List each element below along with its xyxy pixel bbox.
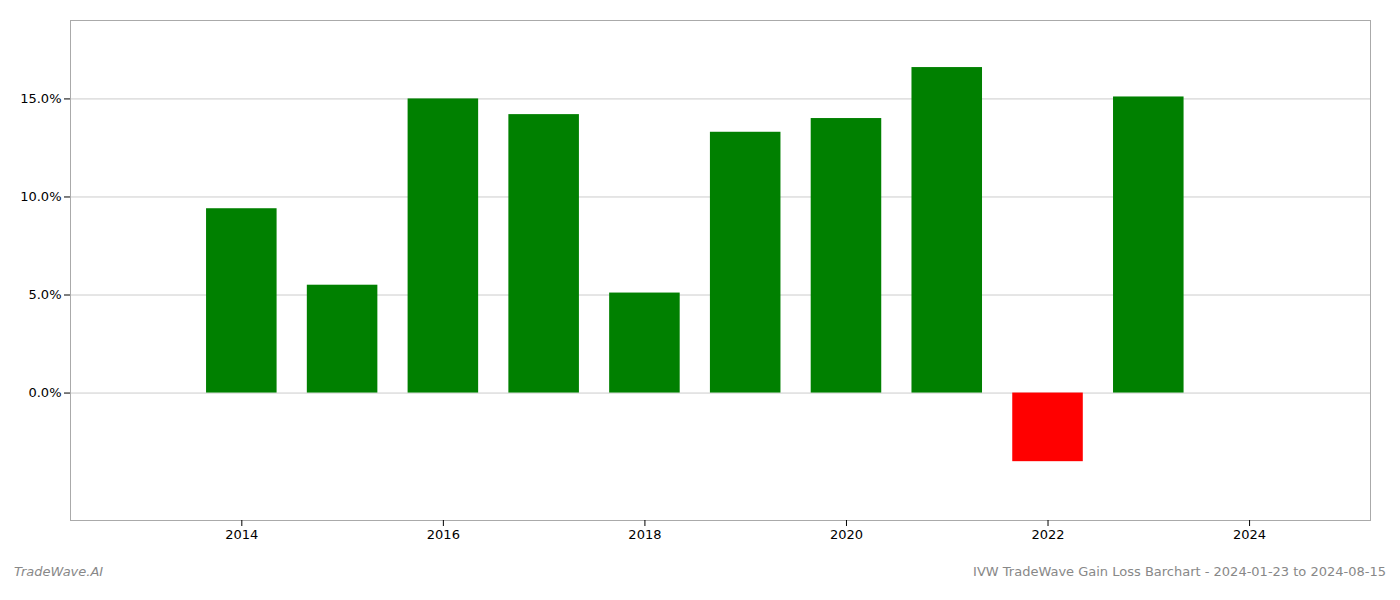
html-text:IVW TradeWave Gain Loss Barcha: IVW TradeWave Gain Loss Barchart - 2024-…: [973, 564, 1386, 579]
svg-text:2018: 2018: [628, 527, 661, 542]
svg-text:2024: 2024: [1233, 527, 1266, 542]
svg-text:2022: 2022: [1031, 527, 1064, 542]
svg-text:2016: 2016: [427, 527, 460, 542]
html-text:TradeWave.AI: TradeWave.AI: [14, 564, 104, 579]
svg-text:2020: 2020: [830, 527, 863, 542]
svg-text:5.0%: 5.0%: [28, 287, 61, 302]
svg-text:15.0%: 15.0%: [20, 91, 61, 106]
svg-text:0.0%: 0.0%: [28, 385, 61, 400]
svg-text:2014: 2014: [225, 527, 258, 542]
svg-text:10.0%: 10.0%: [20, 189, 61, 204]
